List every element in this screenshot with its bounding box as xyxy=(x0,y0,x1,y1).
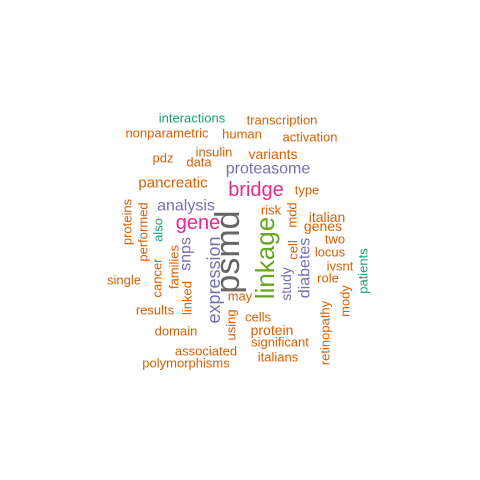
word-families: families xyxy=(167,244,182,289)
word-patients: patients xyxy=(356,248,371,294)
word-pdz: pdz xyxy=(153,151,174,166)
word-polymorphisms: polymorphisms xyxy=(142,356,230,371)
word-associated: associated xyxy=(175,344,237,359)
word-cells: cells xyxy=(245,310,272,325)
word-mody: mody xyxy=(338,285,353,317)
word-diabetes: diabetes xyxy=(297,238,314,299)
word-snps: snps xyxy=(178,237,195,271)
word-cancer: cancer xyxy=(150,258,165,298)
word-role: role xyxy=(317,271,339,286)
word-ivsnt: ivsnt xyxy=(327,259,354,274)
word-locus: locus xyxy=(315,245,346,260)
word-using: using xyxy=(224,309,239,340)
word-mdd: mdd xyxy=(285,202,300,227)
word-results: results xyxy=(136,303,175,318)
word-retinopathy: retinopathy xyxy=(318,300,333,365)
word-two: two xyxy=(325,232,345,247)
word-single: single xyxy=(107,273,141,288)
word-type: type xyxy=(295,183,320,198)
word-bridge: bridge xyxy=(228,179,284,201)
word-study: study xyxy=(278,267,294,300)
word-domain: domain xyxy=(155,324,198,339)
word-italian: italian xyxy=(309,209,346,225)
word-may: may xyxy=(228,289,253,304)
word-nonparametric: nonparametric xyxy=(125,126,209,141)
word-proteasome: proteasome xyxy=(226,161,311,178)
word-variants: variants xyxy=(248,146,297,162)
word-protein: protein xyxy=(251,322,294,338)
word-cell: cell xyxy=(286,240,301,260)
word-proteins: proteins xyxy=(120,198,135,245)
word-linked: linked xyxy=(180,281,195,315)
word-data: data xyxy=(186,155,212,170)
word-insulin: insulin xyxy=(196,145,233,160)
word-significant: significant xyxy=(251,335,309,350)
word-risk: risk xyxy=(261,203,282,218)
word-performed: performed xyxy=(136,202,151,261)
word-linkage: linkage xyxy=(250,217,280,299)
word-genes: genes xyxy=(304,218,342,234)
word-human: human xyxy=(222,127,262,142)
word-italians: italians xyxy=(258,350,299,365)
word-transcription: transcription xyxy=(247,113,318,128)
word-also: also xyxy=(151,218,166,242)
word-gene: gene xyxy=(176,212,221,234)
word-pancreatic: pancreatic xyxy=(138,175,208,192)
word-analysis: analysis xyxy=(157,198,215,215)
word-interactions: interactions xyxy=(159,111,226,126)
word-expression: expression xyxy=(204,236,224,323)
word-psmd: psmd xyxy=(209,210,247,293)
word-activation: activation xyxy=(283,130,338,145)
